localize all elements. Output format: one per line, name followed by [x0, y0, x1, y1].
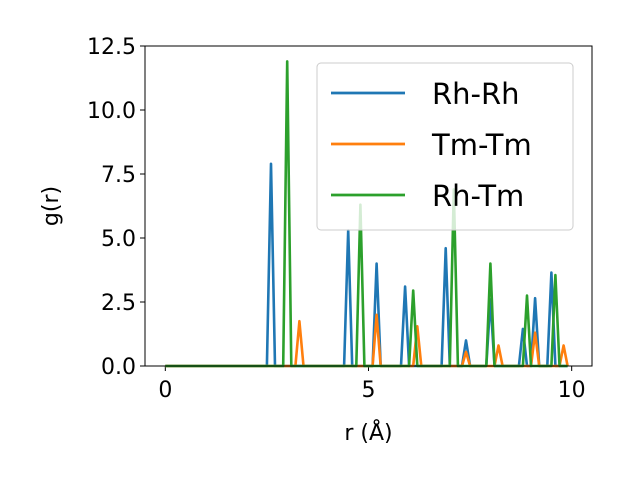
y-tick-label: 0.0 [101, 355, 136, 380]
x-tick-label: 5 [362, 378, 376, 403]
y-tick-labels: 0.0 2.5 5.0 7.5 10.0 12.5 [87, 35, 136, 380]
y-axis-label: g(r) [39, 186, 64, 226]
y-tick-label: 2.5 [101, 291, 136, 316]
y-tick-label: 7.5 [101, 163, 136, 188]
y-tick-label: 10.0 [87, 99, 136, 124]
legend-label: Rh-Tm [432, 179, 524, 213]
legend-label: Rh-Rh [432, 77, 520, 111]
legend: Rh-Rh Tm-Tm Rh-Tm [316, 62, 574, 231]
legend-label: Tm-Tm [431, 128, 532, 162]
plot-frame [144, 45, 593, 367]
x-tick-label: 0 [158, 378, 172, 403]
y-tick-label: 12.5 [87, 35, 136, 60]
x-tick-label: 10 [558, 378, 586, 403]
series-line-tm-tm [165, 313, 569, 368]
x-tick-labels: 0 5 10 [158, 378, 585, 403]
legend-box [316, 62, 574, 231]
x-axis-label: r (Å) [344, 419, 392, 446]
y-tick-label: 5.0 [101, 227, 136, 252]
